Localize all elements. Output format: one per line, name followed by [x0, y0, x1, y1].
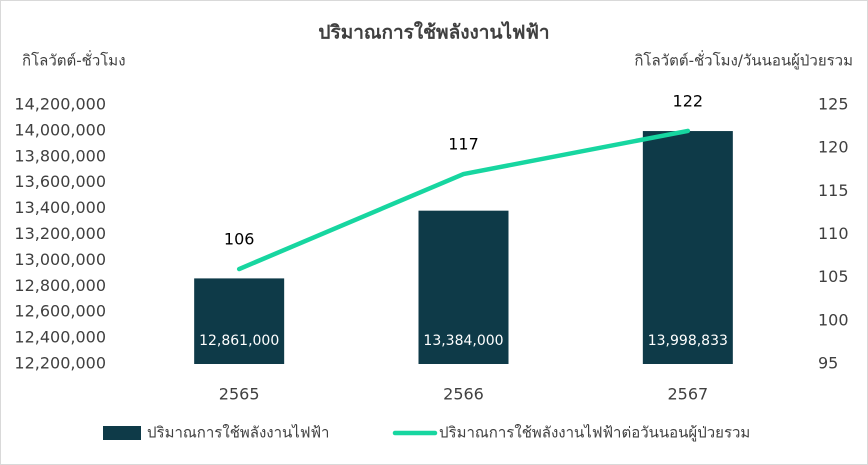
- y-tick-label: 14,200,000: [14, 95, 106, 114]
- y2-tick-label: 105: [818, 267, 849, 286]
- bar: [642, 131, 733, 364]
- x-tick-label: 2567: [667, 385, 708, 404]
- bar: [418, 210, 509, 364]
- y-tick-label: 14,000,000: [14, 120, 106, 139]
- x-tick-label: 2566: [443, 385, 484, 404]
- line: [236, 128, 691, 272]
- y-tick-label: 12,800,000: [14, 276, 106, 295]
- legend-swatch: [103, 426, 141, 440]
- y-tick-label: 13,400,000: [14, 198, 106, 217]
- y-tick-label: 13,200,000: [14, 224, 106, 243]
- y2-tick-label: 115: [818, 181, 849, 200]
- line-value-label: 117: [448, 135, 479, 154]
- y2-tick-label: 100: [818, 310, 849, 329]
- y-tick-label: 12,400,000: [14, 328, 106, 347]
- chart-title: ปริมาณการใช้พลังงานไฟฟ้า: [318, 21, 549, 44]
- bar-value-label: 13,998,833: [648, 333, 728, 349]
- legend-label: ปริมาณการใช้พลังงานไฟฟ้า: [147, 424, 329, 442]
- y2-tick-label: 95: [818, 354, 838, 373]
- y2-axis-title: กิโลวัตต์-ชั่วโมง/วันนอนผู้ป่วยรวม: [634, 50, 853, 70]
- y-tick-label: 12,600,000: [14, 302, 106, 321]
- line-value-label: 106: [224, 230, 255, 249]
- bar-value-label: 13,384,000: [423, 333, 503, 349]
- bar-value-label: 12,861,000: [199, 333, 279, 349]
- line-value-label: 122: [673, 91, 704, 110]
- y-tick-label: 12,200,000: [14, 354, 106, 373]
- x-tick-label: 2565: [219, 385, 260, 404]
- y-axis-title: กิโลวัตต์-ชั่วโมง: [22, 50, 126, 70]
- y2-tick-label: 120: [818, 138, 849, 157]
- y2-tick-label: 125: [818, 95, 849, 114]
- legend-label: ปริมาณการใช้พลังงานไฟฟ้าต่อวันนอนผู้ป่วย…: [439, 424, 750, 442]
- y2-tick-label: 110: [818, 224, 849, 243]
- y-tick-label: 13,600,000: [14, 172, 106, 191]
- y-tick-label: 13,000,000: [14, 250, 106, 269]
- y-tick-label: 13,800,000: [14, 146, 106, 165]
- bar: [194, 278, 285, 364]
